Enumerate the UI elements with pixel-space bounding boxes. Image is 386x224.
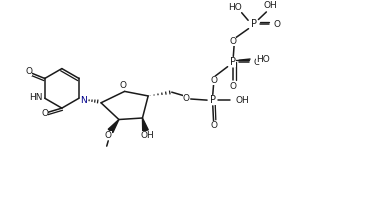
Text: O: O (210, 76, 217, 85)
Text: O: O (25, 67, 32, 76)
Polygon shape (108, 120, 119, 133)
Text: N: N (81, 96, 87, 106)
Text: OH: OH (140, 131, 154, 140)
Text: P: P (230, 57, 236, 67)
Text: HO: HO (228, 3, 242, 12)
Text: OH: OH (263, 1, 277, 10)
Text: O: O (254, 58, 261, 67)
Text: O: O (105, 131, 112, 140)
Text: O: O (210, 121, 217, 130)
Polygon shape (142, 118, 148, 131)
Text: O: O (230, 82, 237, 90)
Text: O: O (274, 20, 281, 29)
Text: O: O (41, 109, 48, 118)
Text: HO: HO (256, 55, 270, 64)
Text: O: O (120, 81, 127, 90)
Text: HN: HN (30, 93, 43, 102)
Text: O: O (183, 95, 190, 103)
Text: P: P (210, 95, 216, 105)
Text: P: P (251, 19, 257, 29)
Text: OH: OH (235, 96, 249, 105)
Text: O: O (229, 37, 236, 46)
